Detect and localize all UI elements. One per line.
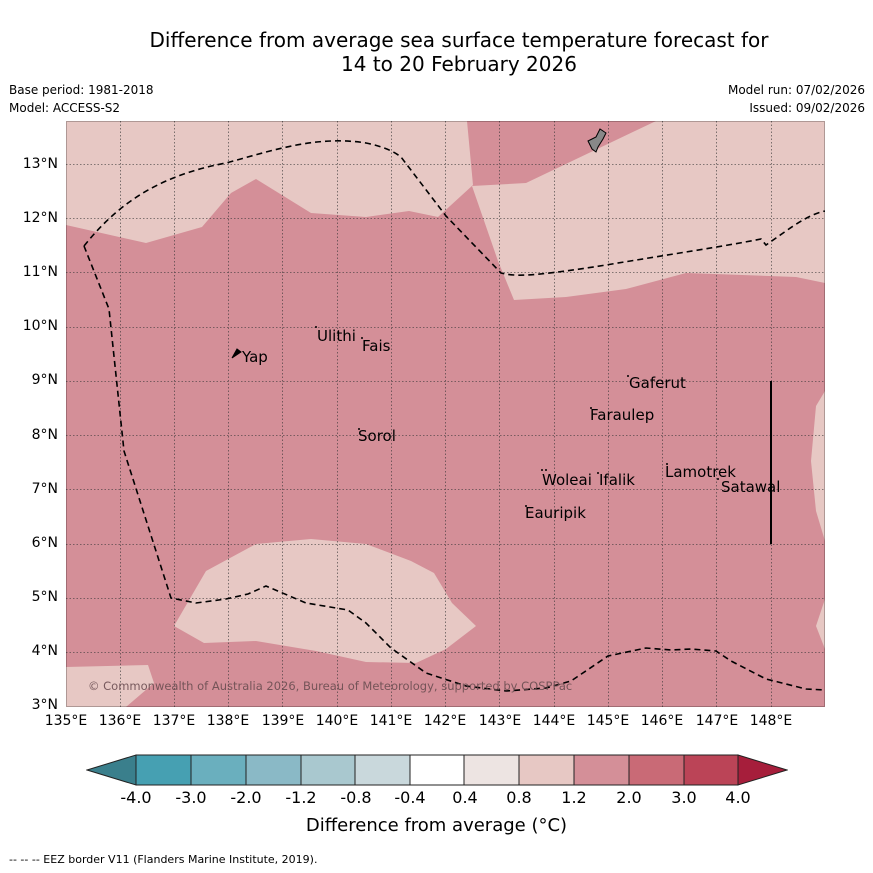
place-ifalik: Ifalik — [599, 471, 635, 489]
lat-label: 9°N — [31, 372, 58, 388]
colorbar-tick: 1.2 — [561, 788, 587, 807]
anomaly-low-regions — [66, 121, 825, 707]
lon-label: 140°E — [315, 713, 359, 729]
east-edge-region — [811, 391, 825, 541]
graticule — [66, 121, 825, 707]
place-sorol: Sorol — [358, 427, 396, 445]
eez-footnote: -- -- -- EEZ border V11 (Flanders Marine… — [9, 853, 318, 866]
model-name: Model: ACCESS-S2 — [9, 101, 121, 115]
east-edge-region-2 — [816, 599, 825, 649]
place-satawal: Satawal — [721, 478, 780, 496]
lon-label: 146°E — [640, 713, 684, 729]
lon-label: 143°E — [478, 713, 522, 729]
colorbar — [86, 754, 788, 786]
lat-label: 7°N — [31, 481, 58, 497]
place-gaferut: Gaferut — [629, 374, 686, 392]
yap-island — [231, 348, 242, 359]
colorbar-segment — [628, 754, 685, 786]
colorbar-segment — [683, 754, 739, 786]
colorbar-segment — [245, 754, 302, 786]
colorbar-tick: 3.0 — [671, 788, 697, 807]
colorbar-segment — [518, 754, 575, 786]
lat-label: 11°N — [22, 264, 58, 280]
lat-label: 6°N — [31, 535, 58, 551]
lat-label: 8°N — [31, 427, 58, 443]
place-eauripik: Eauripik — [525, 504, 586, 522]
lat-label: 5°N — [31, 589, 58, 605]
lon-label: 139°E — [261, 713, 305, 729]
colorbar-label: Difference from average (°C) — [305, 815, 568, 836]
colorbar-tick: -2.0 — [230, 788, 262, 807]
colorbar-tick: -1.2 — [285, 788, 317, 807]
colorbar-tick: 0.8 — [506, 788, 532, 807]
lat-label: 4°N — [31, 643, 58, 659]
colorbar-extend-low — [86, 754, 137, 786]
sst-map: Ulithi Fais Yap Gaferut Faraulep Sorol L… — [66, 121, 825, 707]
lon-label: 135°E — [44, 713, 88, 729]
colorbar-tick: 4.0 — [725, 788, 751, 807]
north-west-region — [66, 121, 473, 243]
meta-right: Model run: 07/02/2026 Issued: 09/02/2026 — [728, 81, 865, 117]
model-run: Model run: 07/02/2026 — [727, 83, 865, 97]
place-lamotrek: Lamotrek — [665, 463, 736, 481]
eez-north — [83, 140, 825, 276]
colorbar-segment — [409, 754, 465, 786]
lat-label: 13°N — [22, 156, 58, 172]
lon-label: 141°E — [369, 713, 413, 729]
lat-label: 12°N — [22, 210, 58, 226]
colorbar-tick: -4.0 — [120, 788, 152, 807]
eez-west-south — [83, 245, 825, 692]
colorbar-segment — [300, 754, 356, 786]
copyright-notice: © Commonwealth of Australia 2026, Bureau… — [88, 679, 572, 693]
colorbar-extend-high — [737, 754, 788, 786]
colorbar-tick: 2.0 — [616, 788, 642, 807]
place-yap: Yap — [241, 348, 268, 366]
eez-border — [83, 140, 825, 692]
lon-label: 137°E — [152, 713, 196, 729]
lon-label: 136°E — [98, 713, 142, 729]
guam-island — [587, 128, 607, 153]
south-west-corner-region — [66, 665, 154, 707]
place-faraulep: Faraulep — [590, 406, 654, 424]
lat-label: 10°N — [22, 318, 58, 334]
colorbar-tick: -0.4 — [394, 788, 426, 807]
chart-title: Difference from average sea surface temp… — [0, 28, 873, 76]
north-east-region — [472, 121, 825, 300]
place-fais: Fais — [362, 337, 391, 355]
south-pool-region — [174, 539, 476, 663]
colorbar-segment — [135, 754, 192, 786]
colorbar-segment — [190, 754, 247, 786]
issued-date: Issued: 09/02/2026 — [749, 101, 865, 115]
colorbar-segment — [463, 754, 520, 786]
place-ulithi: Ulithi — [317, 327, 356, 345]
base-period: Base period: 1981-2018 — [9, 83, 154, 97]
lon-label: 148°E — [749, 713, 793, 729]
colorbar-segment — [573, 754, 630, 786]
lon-label: 147°E — [695, 713, 739, 729]
lat-label: 3°N — [31, 697, 58, 713]
lon-label: 142°E — [423, 713, 467, 729]
lon-label: 144°E — [532, 713, 576, 729]
title-line-2: 14 to 20 February 2026 — [341, 52, 577, 76]
atoll-markers — [315, 326, 719, 507]
title-line-1: Difference from average sea surface temp… — [149, 28, 769, 52]
meta-left: Base period: 1981-2018 Model: ACCESS-S2 — [9, 81, 154, 117]
lon-label: 138°E — [206, 713, 250, 729]
colorbar-segment — [354, 754, 411, 786]
colorbar-tick: 0.4 — [452, 788, 478, 807]
colorbar-tick: -0.8 — [340, 788, 372, 807]
lon-label: 145°E — [586, 713, 630, 729]
map-frame — [66, 121, 825, 707]
colorbar-tick: -3.0 — [175, 788, 207, 807]
place-woleai: Woleai — [542, 471, 592, 489]
